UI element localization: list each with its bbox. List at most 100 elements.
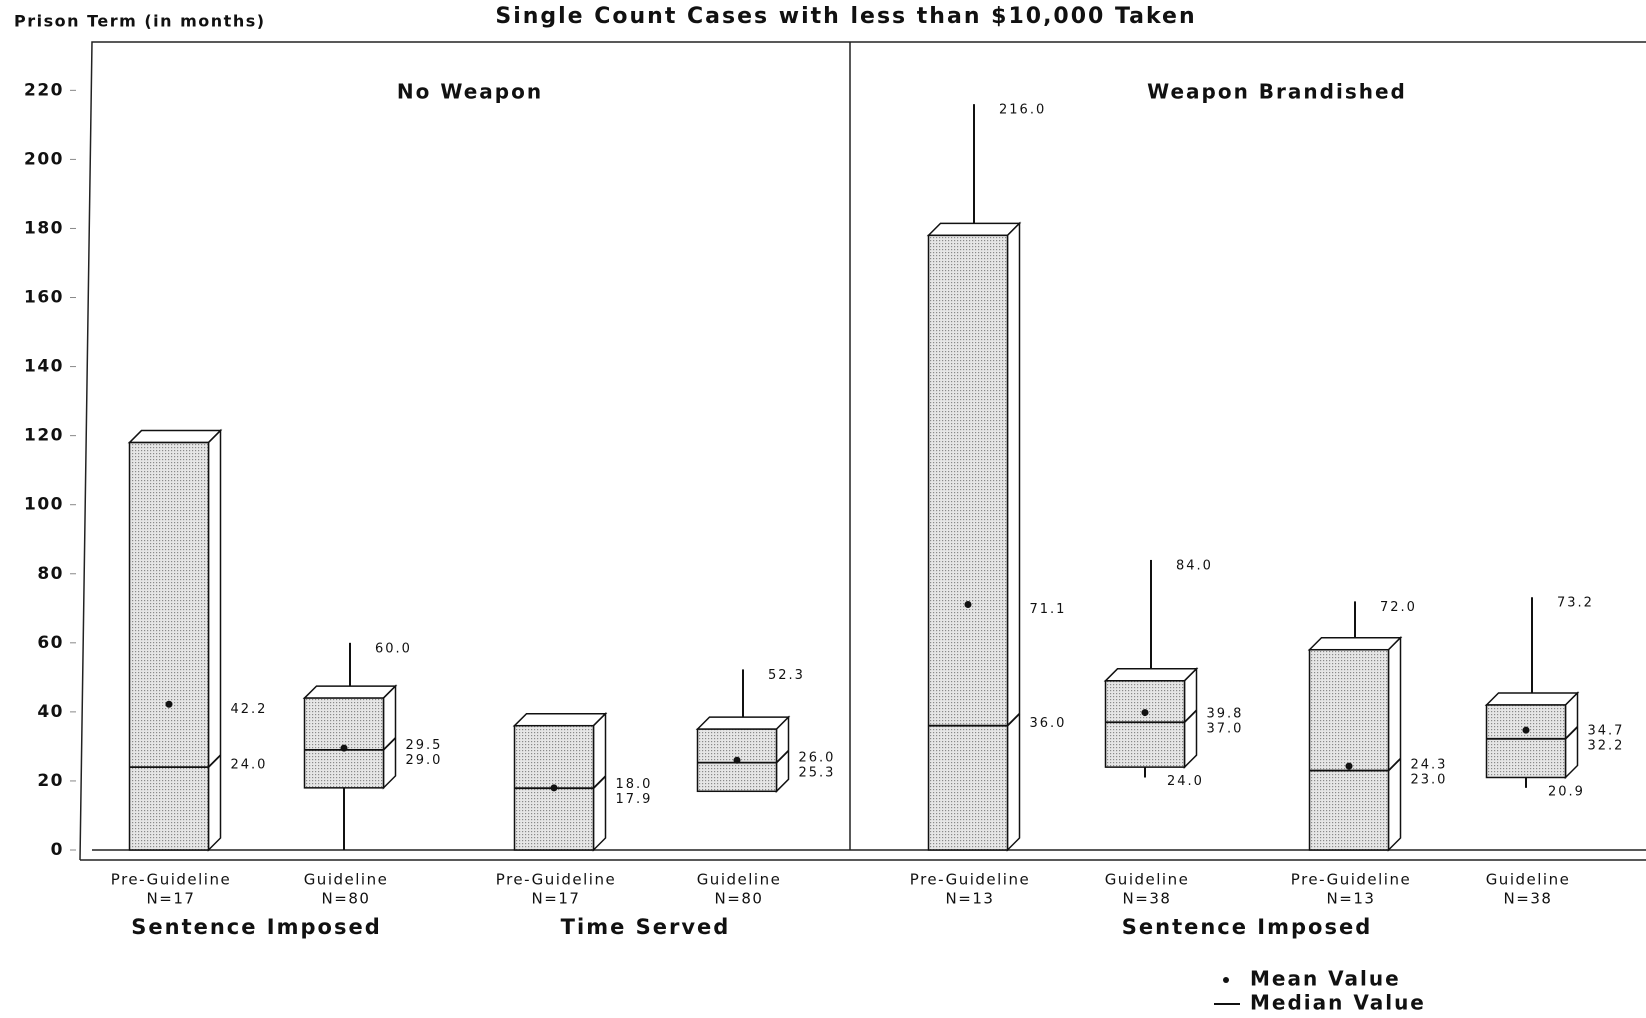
mean-label: 18.0 bbox=[616, 777, 653, 792]
mean-dot bbox=[733, 756, 741, 764]
group-label: Sentence Imposed bbox=[1122, 915, 1372, 939]
box-side bbox=[1564, 691, 1579, 780]
y-tick-label: 120 bbox=[24, 426, 64, 446]
box-top bbox=[127, 429, 223, 444]
mean-label: 71.1 bbox=[1030, 602, 1067, 617]
box-side bbox=[1183, 666, 1198, 769]
box bbox=[927, 234, 1009, 851]
median-label: 32.2 bbox=[1588, 738, 1625, 753]
mean-label: 34.7 bbox=[1588, 723, 1625, 738]
median-line bbox=[1105, 709, 1198, 724]
legend-mean-marker bbox=[1223, 977, 1229, 983]
mean-label: 29.5 bbox=[406, 738, 443, 753]
box-side bbox=[775, 715, 790, 794]
box bbox=[1104, 680, 1186, 768]
whisker-low-label: 20.9 bbox=[1548, 784, 1585, 799]
y-tick-label: 20 bbox=[37, 771, 64, 791]
y-tick-label: 180 bbox=[24, 218, 64, 238]
chart-title: Single Count Cases with less than $10,00… bbox=[495, 4, 1196, 29]
median-line bbox=[697, 750, 790, 764]
x-tick-label: Guideline bbox=[304, 871, 389, 889]
y-tick-label: 40 bbox=[37, 702, 64, 722]
mean-dot bbox=[340, 744, 348, 752]
x-tick-label: Pre-Guideline bbox=[111, 871, 231, 889]
legend-median: Median Value bbox=[1250, 991, 1426, 1015]
n-label: N=13 bbox=[1327, 890, 1376, 908]
median-label: 23.0 bbox=[1411, 772, 1448, 787]
whisker-low-label: 24.0 bbox=[1167, 774, 1204, 789]
box-top bbox=[926, 222, 1022, 237]
mean-dot bbox=[550, 784, 558, 792]
mean-dot bbox=[964, 600, 972, 608]
y-tick-label: 220 bbox=[24, 80, 64, 100]
median-label: 29.0 bbox=[406, 753, 443, 768]
box-side bbox=[1006, 221, 1021, 852]
panel-title: Weapon Brandished bbox=[1147, 80, 1407, 104]
n-label: N=38 bbox=[1123, 890, 1172, 908]
y-tick-label: 100 bbox=[24, 495, 64, 515]
whisker-high-label: 84.0 bbox=[1176, 558, 1213, 573]
x-tick-label: Guideline bbox=[697, 871, 782, 889]
whisker-high-label: 73.2 bbox=[1557, 596, 1594, 611]
box-top bbox=[512, 712, 608, 727]
legend-mean: Mean Value bbox=[1250, 967, 1401, 991]
n-label: N=13 bbox=[946, 890, 995, 908]
y-tick-label: 60 bbox=[37, 633, 64, 653]
panel-title: No Weapon bbox=[397, 80, 543, 104]
box-side bbox=[207, 428, 222, 852]
box bbox=[303, 697, 385, 789]
y-axis-label: Prison Term (in months) bbox=[14, 12, 266, 31]
mean-label: 39.8 bbox=[1207, 706, 1244, 721]
box bbox=[1308, 648, 1390, 851]
mean-dot bbox=[1345, 762, 1353, 770]
median-label: 37.0 bbox=[1207, 721, 1244, 736]
mean-label: 42.2 bbox=[231, 702, 268, 717]
median-line bbox=[129, 754, 222, 769]
n-label: N=17 bbox=[532, 890, 581, 908]
whisker-high-label: 52.3 bbox=[768, 668, 805, 683]
whisker-high-label: 72.0 bbox=[1380, 600, 1417, 615]
median-label: 24.0 bbox=[231, 758, 268, 773]
median-label: 25.3 bbox=[799, 765, 836, 780]
mean-label: 24.3 bbox=[1411, 757, 1448, 772]
n-label: N=17 bbox=[147, 890, 196, 908]
n-label: N=38 bbox=[1504, 890, 1553, 908]
n-label: N=80 bbox=[322, 890, 371, 908]
mean-dot bbox=[165, 700, 173, 708]
mean-dot bbox=[1141, 709, 1149, 717]
median-label: 17.9 bbox=[616, 792, 653, 807]
box-top bbox=[302, 685, 398, 699]
mean-label: 26.0 bbox=[799, 750, 836, 765]
box-top bbox=[1484, 692, 1580, 706]
box bbox=[1485, 704, 1567, 779]
x-tick-label: Guideline bbox=[1105, 871, 1190, 889]
group-label: Sentence Imposed bbox=[131, 915, 381, 939]
box-top bbox=[1103, 668, 1199, 682]
median-label: 36.0 bbox=[1030, 716, 1067, 731]
back-wall bbox=[79, 41, 1646, 861]
y-tick-label: 200 bbox=[24, 149, 64, 169]
whisker-high-label: 60.0 bbox=[375, 641, 412, 656]
box-side bbox=[1387, 635, 1402, 852]
median-line bbox=[1309, 757, 1402, 772]
x-tick-label: Pre-Guideline bbox=[1291, 871, 1411, 889]
median-line bbox=[304, 737, 397, 751]
n-label: N=80 bbox=[715, 890, 764, 908]
median-line bbox=[514, 775, 607, 790]
median-line bbox=[928, 713, 1021, 727]
box bbox=[128, 441, 210, 851]
mean-dot bbox=[1522, 726, 1530, 734]
y-tick-label: 80 bbox=[37, 564, 64, 584]
whisker-high-label: 216.0 bbox=[999, 103, 1046, 118]
x-tick-label: Guideline bbox=[1486, 871, 1571, 889]
y-tick-label: 160 bbox=[24, 288, 64, 308]
box-top bbox=[1307, 636, 1403, 651]
box-top bbox=[695, 716, 791, 730]
x-tick-label: Pre-Guideline bbox=[496, 871, 616, 889]
y-tick-label: 140 bbox=[24, 357, 64, 377]
y-tick-label: 0 bbox=[51, 840, 64, 860]
box-side bbox=[382, 684, 397, 790]
x-tick-label: Pre-Guideline bbox=[910, 871, 1030, 889]
group-label: Time Served bbox=[561, 915, 731, 939]
